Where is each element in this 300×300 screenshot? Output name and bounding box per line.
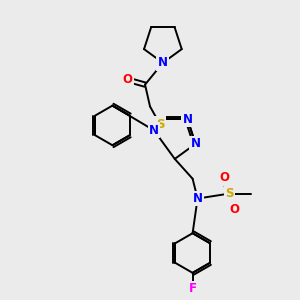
Text: N: N [158, 56, 168, 69]
Text: O: O [219, 171, 229, 184]
Text: S: S [156, 118, 164, 131]
Text: F: F [189, 282, 196, 295]
Text: S: S [225, 187, 233, 200]
Text: N: N [149, 124, 159, 137]
Text: O: O [122, 73, 132, 86]
Text: N: N [193, 192, 202, 205]
Text: N: N [183, 113, 193, 126]
Text: O: O [229, 203, 239, 216]
Text: N: N [190, 137, 200, 150]
